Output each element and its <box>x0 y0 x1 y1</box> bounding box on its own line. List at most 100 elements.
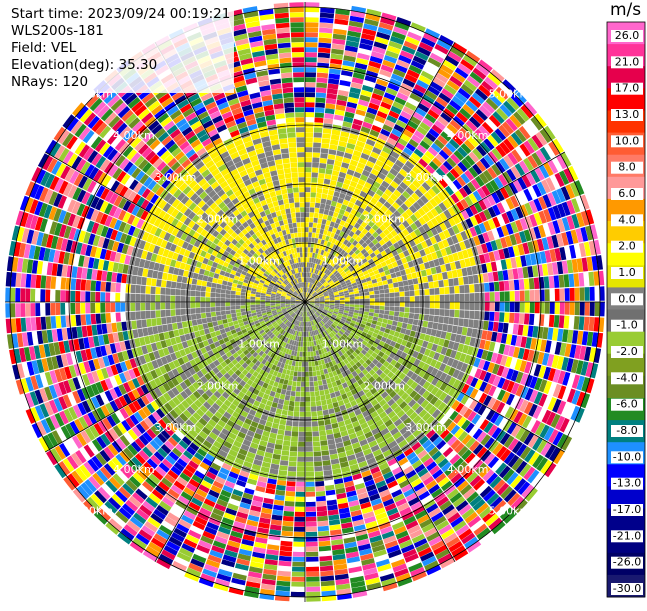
range-gate <box>447 271 453 279</box>
range-gate <box>525 302 530 313</box>
range-gate <box>323 214 328 220</box>
range-gate <box>313 138 321 143</box>
range-gate <box>306 592 320 597</box>
range-gate <box>306 457 314 462</box>
range-gate <box>277 576 291 582</box>
range-gate <box>388 283 394 288</box>
range-gate <box>275 490 285 496</box>
range-gate <box>425 302 430 308</box>
range-gate <box>291 587 305 592</box>
range-gate <box>448 317 454 325</box>
range-gate <box>385 302 390 306</box>
range-gate <box>392 321 398 326</box>
range-gate <box>305 232 308 237</box>
range-gate <box>313 441 320 446</box>
range-gate <box>290 451 298 456</box>
range-gate <box>364 292 369 296</box>
range-gate <box>389 311 394 316</box>
range-gate <box>311 406 317 411</box>
range-gate <box>316 496 326 502</box>
range-gate <box>305 182 311 187</box>
range-gate <box>292 361 296 366</box>
range-gate <box>450 294 455 301</box>
range-gate <box>292 577 306 582</box>
range-gate <box>498 322 504 332</box>
range-gate <box>464 285 469 293</box>
range-gate <box>292 572 305 577</box>
range-gate <box>422 276 428 283</box>
range-gate <box>291 597 305 602</box>
range-gate <box>322 189 328 195</box>
range-gate <box>390 297 395 301</box>
range-gate <box>305 237 308 242</box>
range-gate <box>276 388 282 394</box>
range-gate <box>365 305 370 308</box>
range-gate <box>315 203 320 208</box>
range-gate <box>370 302 375 305</box>
range-gate <box>452 270 458 278</box>
range-gate <box>493 322 499 332</box>
range-gate <box>297 472 305 477</box>
range-gate <box>432 322 438 329</box>
range-gate <box>405 291 410 296</box>
range-gate <box>584 317 590 331</box>
range-gate <box>320 158 327 164</box>
range-gate <box>474 284 479 293</box>
range-gate <box>274 500 284 506</box>
range-gate <box>403 280 409 286</box>
range-gate <box>314 213 319 218</box>
range-gate <box>317 411 323 417</box>
range-gate <box>327 383 332 389</box>
range-gate <box>328 84 339 90</box>
range-gate <box>500 302 505 312</box>
range-gate <box>328 154 336 160</box>
range-gate <box>408 279 414 285</box>
range-gate <box>439 309 444 316</box>
range-gate <box>305 197 310 202</box>
range-gate <box>355 296 360 299</box>
range-gate <box>415 296 420 302</box>
range-gate <box>391 273 397 279</box>
range-gate <box>299 362 302 367</box>
range-gate <box>560 302 565 315</box>
range-gate <box>311 177 317 182</box>
range-gate <box>273 505 284 511</box>
range-gate <box>296 392 301 397</box>
range-gate <box>405 307 410 312</box>
range-gate <box>278 399 284 405</box>
range-gate <box>374 313 379 317</box>
range-gate <box>294 532 305 537</box>
range-gate <box>318 43 331 49</box>
range-gate <box>384 289 389 294</box>
range-gate <box>320 13 334 19</box>
range-gate <box>320 370 325 376</box>
range-gate <box>386 324 392 329</box>
range-gate <box>272 510 283 516</box>
range-gate <box>409 291 414 297</box>
range-gate <box>316 198 322 203</box>
range-gate <box>375 302 380 306</box>
range-gate <box>419 308 424 314</box>
range-gate <box>273 418 280 424</box>
range-gate <box>305 92 315 97</box>
range-gate <box>293 552 305 557</box>
range-gate <box>374 290 379 294</box>
range-gate <box>295 397 300 402</box>
range-gate <box>427 322 433 329</box>
range-gate <box>411 325 417 331</box>
range-gate <box>289 375 294 380</box>
range-gate <box>277 480 286 486</box>
range-gate <box>389 288 394 293</box>
range-gate <box>276 586 290 592</box>
range-gate <box>316 491 326 496</box>
range-gate <box>294 407 300 412</box>
range-gate <box>305 347 307 352</box>
range-gate <box>399 286 404 291</box>
range-gate <box>474 311 479 320</box>
range-gate <box>311 187 317 192</box>
range-gate <box>380 306 385 310</box>
range-gate <box>319 551 332 557</box>
range-gate <box>282 521 293 527</box>
range-gate <box>301 337 303 342</box>
range-gate <box>544 315 550 327</box>
